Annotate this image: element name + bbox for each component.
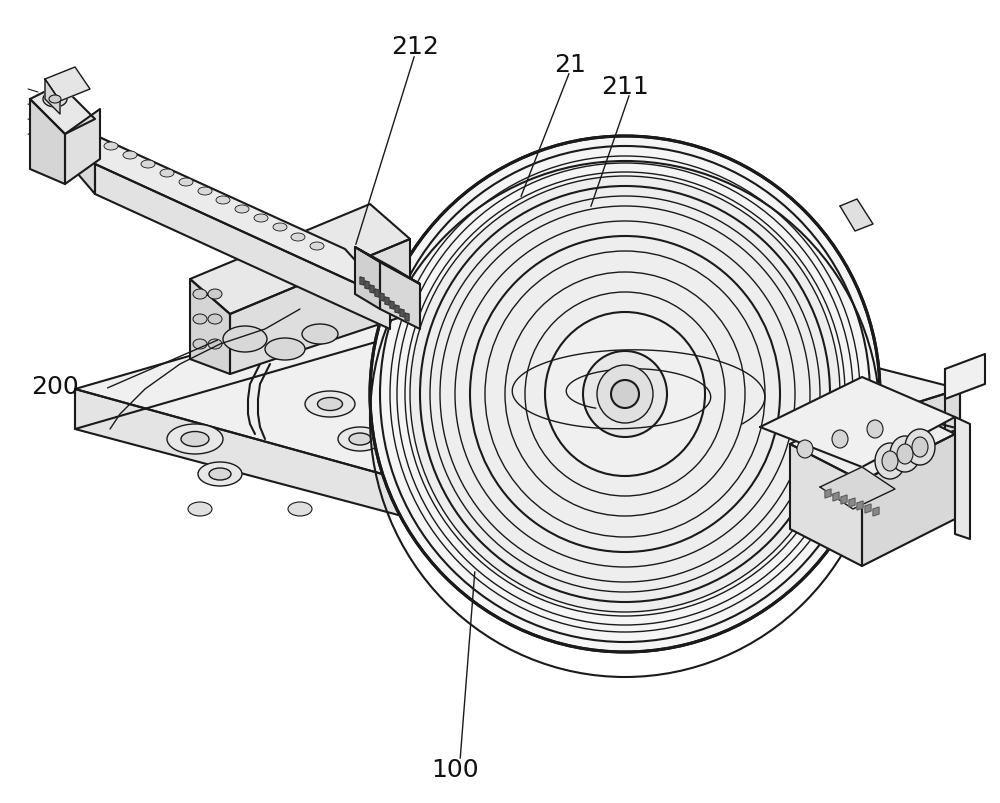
Polygon shape <box>545 389 960 554</box>
Polygon shape <box>365 282 369 290</box>
Ellipse shape <box>318 398 343 411</box>
Polygon shape <box>360 278 364 286</box>
Ellipse shape <box>188 503 212 516</box>
Polygon shape <box>390 302 394 310</box>
Ellipse shape <box>85 132 99 141</box>
Polygon shape <box>857 501 863 511</box>
Polygon shape <box>190 279 230 374</box>
Polygon shape <box>370 286 374 294</box>
Text: 21: 21 <box>554 53 586 77</box>
Ellipse shape <box>235 206 249 214</box>
Ellipse shape <box>104 143 118 151</box>
Polygon shape <box>790 444 862 566</box>
Text: 100: 100 <box>431 757 479 781</box>
Polygon shape <box>75 389 545 554</box>
Ellipse shape <box>408 503 432 516</box>
Ellipse shape <box>338 427 382 451</box>
Ellipse shape <box>273 224 287 232</box>
Ellipse shape <box>349 434 371 446</box>
Ellipse shape <box>209 468 231 480</box>
Ellipse shape <box>208 290 222 300</box>
Text: 211: 211 <box>601 75 649 99</box>
Ellipse shape <box>890 437 920 472</box>
Polygon shape <box>840 200 873 232</box>
Polygon shape <box>841 495 847 504</box>
Ellipse shape <box>179 179 193 187</box>
Polygon shape <box>395 306 399 314</box>
Ellipse shape <box>305 392 355 418</box>
Ellipse shape <box>882 451 898 471</box>
Polygon shape <box>30 85 95 135</box>
Ellipse shape <box>198 188 212 196</box>
Polygon shape <box>230 240 410 374</box>
Ellipse shape <box>193 340 207 349</box>
Ellipse shape <box>875 443 905 479</box>
Polygon shape <box>45 80 60 115</box>
Ellipse shape <box>208 340 222 349</box>
Ellipse shape <box>198 463 242 487</box>
Polygon shape <box>945 355 985 400</box>
Ellipse shape <box>410 177 840 612</box>
Text: 200: 200 <box>31 374 79 398</box>
Ellipse shape <box>867 421 883 438</box>
Polygon shape <box>820 467 895 509</box>
Ellipse shape <box>193 290 207 300</box>
Ellipse shape <box>265 339 305 361</box>
Polygon shape <box>873 507 879 516</box>
Polygon shape <box>190 205 410 315</box>
Ellipse shape <box>208 315 222 324</box>
Ellipse shape <box>370 137 880 652</box>
Ellipse shape <box>611 381 639 409</box>
Ellipse shape <box>897 444 913 464</box>
Ellipse shape <box>478 512 502 526</box>
Ellipse shape <box>288 503 312 516</box>
Ellipse shape <box>193 315 207 324</box>
Polygon shape <box>833 492 839 501</box>
Polygon shape <box>380 294 384 302</box>
Ellipse shape <box>597 365 653 423</box>
Ellipse shape <box>67 124 81 132</box>
Polygon shape <box>955 418 970 540</box>
Polygon shape <box>355 247 420 284</box>
Polygon shape <box>55 118 390 300</box>
Polygon shape <box>405 314 409 321</box>
Ellipse shape <box>905 430 935 466</box>
Polygon shape <box>849 499 855 507</box>
Polygon shape <box>400 310 404 318</box>
Ellipse shape <box>254 214 268 222</box>
Text: 212: 212 <box>391 35 439 59</box>
Ellipse shape <box>302 324 338 344</box>
Ellipse shape <box>141 161 155 169</box>
Ellipse shape <box>43 92 67 108</box>
Polygon shape <box>862 434 955 566</box>
Ellipse shape <box>797 441 813 459</box>
Polygon shape <box>95 165 390 329</box>
Ellipse shape <box>49 96 61 104</box>
Ellipse shape <box>912 438 928 458</box>
Polygon shape <box>65 110 100 185</box>
Polygon shape <box>75 270 960 520</box>
Ellipse shape <box>181 432 209 447</box>
Polygon shape <box>380 263 420 329</box>
Ellipse shape <box>216 197 230 205</box>
Polygon shape <box>760 377 955 467</box>
Ellipse shape <box>291 234 305 242</box>
Ellipse shape <box>310 243 324 251</box>
Polygon shape <box>375 290 379 298</box>
Polygon shape <box>385 298 389 306</box>
Ellipse shape <box>160 169 174 177</box>
Polygon shape <box>865 504 871 513</box>
Polygon shape <box>55 118 95 195</box>
Ellipse shape <box>545 312 705 476</box>
Ellipse shape <box>167 425 223 454</box>
Polygon shape <box>355 247 380 310</box>
Ellipse shape <box>832 430 848 448</box>
Ellipse shape <box>583 352 667 438</box>
Polygon shape <box>30 100 65 185</box>
Ellipse shape <box>223 327 267 353</box>
Polygon shape <box>45 68 90 102</box>
Ellipse shape <box>123 152 137 160</box>
Polygon shape <box>790 397 955 482</box>
Polygon shape <box>825 489 831 499</box>
